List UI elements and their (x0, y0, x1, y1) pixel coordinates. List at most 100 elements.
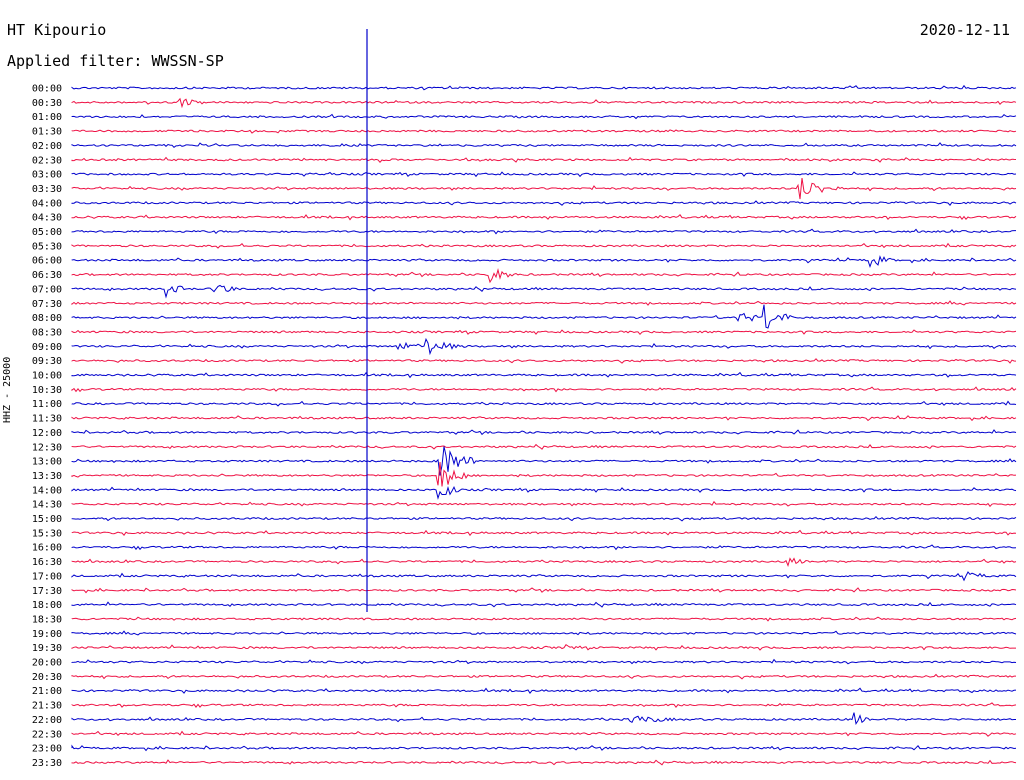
tick-label: 08:30 (32, 327, 62, 338)
trace-line (71, 601, 1017, 608)
trace-line (71, 571, 1017, 582)
tick-label: 09:00 (32, 342, 62, 353)
tick-label: 04:00 (32, 198, 62, 209)
trace-line (71, 630, 1017, 636)
trace-line (71, 171, 1017, 178)
tick-label: 08:00 (32, 313, 62, 324)
tick-label: 09:30 (32, 356, 62, 367)
tick-label: 14:30 (32, 500, 62, 511)
tick-label: 01:00 (32, 112, 62, 123)
trace-line (71, 371, 1017, 379)
tick-label: 15:00 (32, 514, 62, 525)
tick-label: 16:00 (32, 543, 62, 554)
tick-label: 06:30 (32, 270, 62, 281)
tick-label: 18:00 (32, 600, 62, 611)
tick-label: 23:00 (32, 744, 62, 755)
tick-label: 10:00 (32, 371, 62, 382)
tick-label: 18:30 (32, 614, 62, 625)
trace-line (71, 156, 1017, 163)
trace-line (71, 268, 1017, 284)
trace-line (71, 515, 1017, 522)
tick-labels: 00:00 00:30 01:00 01:30 02:00 02:30 03:00 03:30… (32, 84, 62, 769)
trace-line (71, 228, 1016, 235)
trace-line (71, 429, 1017, 436)
tick-label: 12:00 (32, 428, 62, 439)
trace-line (71, 200, 1017, 207)
trace-lines (71, 84, 1017, 766)
tick-label: 21:00 (32, 686, 62, 697)
tick-label: 15:30 (32, 528, 62, 539)
tick-label: 10:30 (32, 385, 62, 396)
trace-line (71, 400, 1017, 407)
trace-line (71, 702, 1017, 709)
tick-label: 02:00 (32, 141, 62, 152)
tick-label: 17:30 (32, 586, 62, 597)
tick-label: 17:00 (32, 571, 62, 582)
trace-line (71, 446, 1017, 476)
tick-label: 07:30 (32, 299, 62, 310)
trace-line (71, 242, 1017, 249)
trace-line (71, 529, 1017, 537)
tick-label: 20:00 (32, 658, 62, 669)
tick-label: 21:30 (32, 701, 62, 712)
trace-line (71, 759, 1017, 766)
trace-line (71, 544, 1017, 551)
tick-label: 02:30 (32, 155, 62, 166)
filter-label: Applied filter: WWSSN-SP (7, 52, 224, 70)
tick-label: 23:30 (32, 758, 62, 769)
trace-line (71, 644, 1016, 651)
trace-line (71, 673, 1016, 680)
tick-label: 14:00 (32, 485, 62, 496)
tick-label: 03:30 (32, 184, 62, 195)
tick-label: 22:00 (32, 715, 62, 726)
tick-label: 06:00 (32, 256, 62, 267)
tick-label: 11:00 (32, 399, 62, 410)
trace-line (71, 214, 1017, 221)
tick-label: 16:30 (32, 557, 62, 568)
plot-date: 2020-12-11 (919, 21, 1010, 39)
trace-line (71, 658, 1017, 665)
tick-label: 22:30 (32, 729, 62, 740)
trace-line (71, 284, 1017, 299)
tick-label: 03:00 (32, 170, 62, 181)
trace-line (71, 587, 1017, 594)
trace-line (71, 687, 1017, 694)
trace-line (71, 337, 1017, 356)
trace-line (71, 178, 1017, 200)
trace-line (71, 386, 1017, 393)
trace-line (71, 744, 1017, 752)
trace-line (71, 557, 1017, 568)
trace-line (71, 443, 1017, 450)
tick-label: 19:30 (32, 643, 62, 654)
trace-line (71, 113, 1017, 120)
trace-line (71, 255, 1017, 269)
trace-line (71, 500, 1017, 508)
trace-line (71, 485, 1017, 500)
tick-label: 07:00 (32, 284, 62, 295)
trace-line (71, 300, 1017, 306)
trace-line (71, 358, 1017, 364)
tick-label: 04:30 (32, 213, 62, 224)
tick-label: 01:30 (32, 127, 62, 138)
tick-label: 20:30 (32, 672, 62, 683)
tick-label: 12:30 (32, 442, 62, 453)
tick-label: 05:00 (32, 227, 62, 238)
trace-line (71, 730, 1017, 737)
trace-line (71, 616, 1017, 622)
trace-line (71, 129, 1017, 134)
tick-label: 11:30 (32, 414, 62, 425)
trace-line (71, 329, 1017, 336)
tick-label: 13:00 (32, 457, 62, 468)
trace-line (71, 97, 1017, 109)
tick-label: 05:30 (32, 241, 62, 252)
station-title: HT Kipourio (7, 21, 107, 39)
tick-label: 13:30 (32, 471, 62, 482)
trace-line (71, 462, 1017, 487)
tick-label: 00:30 (32, 98, 62, 109)
trace-line (71, 304, 1017, 329)
trace-line (71, 415, 1017, 422)
tick-label: 00:00 (32, 84, 62, 95)
trace-line (71, 712, 1016, 726)
trace-line (71, 142, 1017, 148)
